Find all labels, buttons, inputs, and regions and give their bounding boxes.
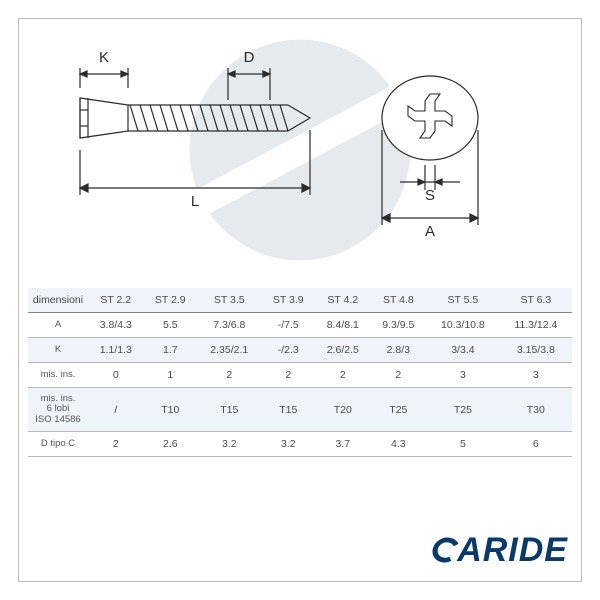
table-cell: 1 [144, 363, 197, 388]
table-col-header: ST 2.9 [144, 288, 197, 313]
table-corner: dimensioni [28, 288, 88, 313]
table-row: D tipo C22.63.23.23.74.356 [28, 432, 572, 457]
table-col-header: ST 5.5 [426, 288, 500, 313]
table-cell: 4.3 [371, 432, 427, 457]
table-cell: 8.4/8.1 [315, 313, 371, 338]
table-row-label: mis. ins. [28, 363, 88, 388]
table-header-row: dimensioni ST 2.2ST 2.9ST 3.5ST 3.9ST 4.… [28, 288, 572, 313]
table-col-header: ST 4.8 [371, 288, 427, 313]
table-cell: 1.7 [144, 338, 197, 363]
table-row-label: A [28, 313, 88, 338]
table-cell: 3.2 [197, 432, 262, 457]
table-cell: T15 [197, 388, 262, 432]
table-cell: 5.5 [144, 313, 197, 338]
table-cell: 5 [426, 432, 500, 457]
table-cell: 2.6 [144, 432, 197, 457]
dimensions-table: dimensioni ST 2.2ST 2.9ST 3.5ST 3.9ST 4.… [28, 288, 572, 457]
technical-diagram: K D [30, 40, 570, 270]
table-cell: 3 [500, 363, 572, 388]
table-col-header: ST 3.9 [262, 288, 315, 313]
table-cell: T20 [315, 388, 371, 432]
table-cell: T15 [262, 388, 315, 432]
screw-drawing-svg: K D [30, 40, 570, 270]
table-cell: 1.1/1.3 [88, 338, 144, 363]
table-row-label: D tipo C [28, 432, 88, 457]
table-cell: 3.8/4.3 [88, 313, 144, 338]
table-row: A3.8/4.35.57.3/6.8-/7.58.4/8.19.3/9.510.… [28, 313, 572, 338]
table-col-header: ST 4.2 [315, 288, 371, 313]
table-cell: -/7.5 [262, 313, 315, 338]
table-cell: 11.3/12.4 [500, 313, 572, 338]
label-D: D [244, 49, 255, 66]
table-row: mis. ins.6 lobiISO 14586/T10T15T15T20T25… [28, 388, 572, 432]
table-cell: T25 [426, 388, 500, 432]
table-col-header: ST 6.3 [500, 288, 572, 313]
table-cell: T25 [371, 388, 427, 432]
table-cell: 2 [197, 363, 262, 388]
table-col-header: ST 3.5 [197, 288, 262, 313]
brand-logo: ARIDE [433, 531, 568, 570]
label-S: S [425, 187, 435, 204]
table-cell: 2 [88, 432, 144, 457]
label-K: K [99, 49, 109, 66]
table-row: mis. ins.01222233 [28, 363, 572, 388]
brand-text: ARIDE [457, 531, 568, 569]
table-row-label: K [28, 338, 88, 363]
table-cell: 3.15/3.8 [500, 338, 572, 363]
table-cell: 9.3/9.5 [371, 313, 427, 338]
table-row-label: mis. ins.6 lobiISO 14586 [28, 388, 88, 432]
table-cell: 3 [426, 363, 500, 388]
table-cell: 7.3/6.8 [197, 313, 262, 338]
table-cell: T30 [500, 388, 572, 432]
table-cell: T10 [144, 388, 197, 432]
table-cell: 3.2 [262, 432, 315, 457]
table-cell: 6 [500, 432, 572, 457]
table-cell: 2 [262, 363, 315, 388]
table-cell: 2 [315, 363, 371, 388]
table-row: K1.1/1.31.72.35/2.1-/2.32.6/2.52.8/33/3.… [28, 338, 572, 363]
table-cell: 2.35/2.1 [197, 338, 262, 363]
table-cell: -/2.3 [262, 338, 315, 363]
table-cell: / [88, 388, 144, 432]
table-col-header: ST 2.2 [88, 288, 144, 313]
table-cell: 0 [88, 363, 144, 388]
table-cell: 3.7 [315, 432, 371, 457]
table-cell: 2 [371, 363, 427, 388]
table-cell: 2.6/2.5 [315, 338, 371, 363]
table-cell: 10.3/10.8 [426, 313, 500, 338]
table-cell: 2.8/3 [371, 338, 427, 363]
label-A: A [425, 223, 435, 240]
label-L: L [191, 193, 199, 210]
table-cell: 3/3.4 [426, 338, 500, 363]
